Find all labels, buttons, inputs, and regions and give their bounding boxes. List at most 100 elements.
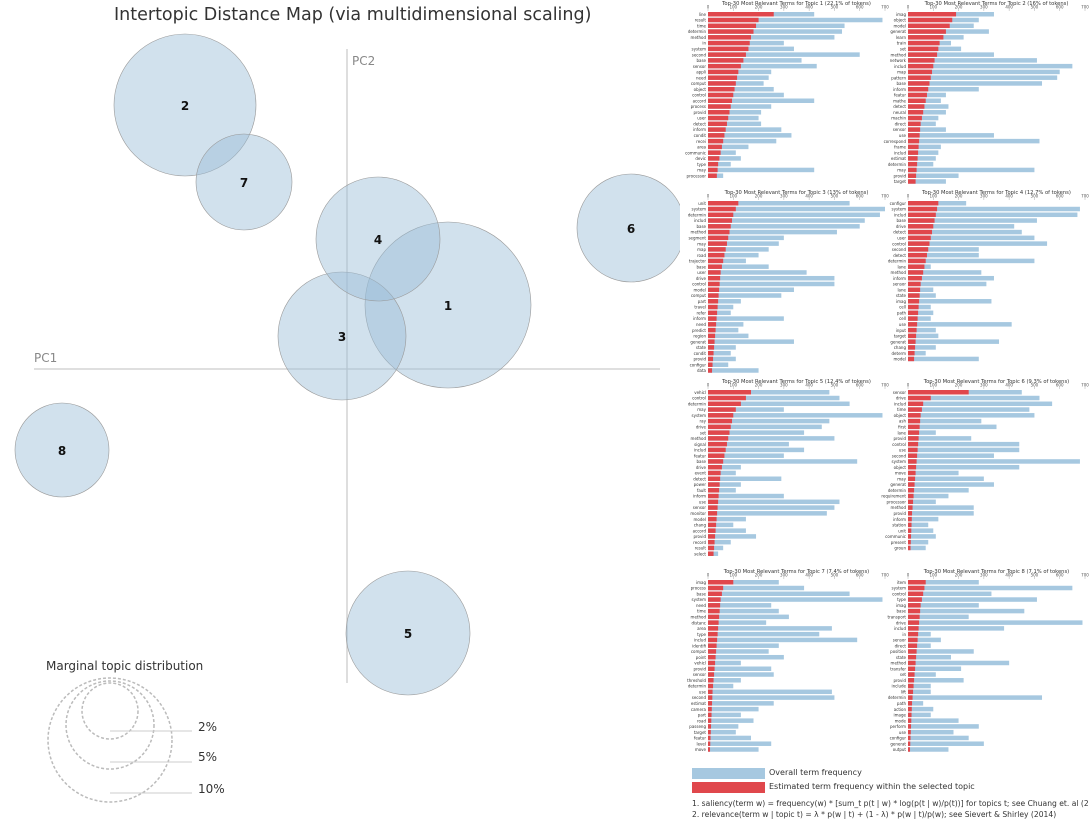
estimated-bar[interactable]: [708, 528, 716, 533]
estimated-bar[interactable]: [908, 173, 917, 178]
overall-bar[interactable]: [908, 81, 1043, 86]
estimated-bar[interactable]: [908, 322, 918, 327]
estimated-bar[interactable]: [908, 626, 919, 631]
term-label[interactable]: processor: [687, 173, 707, 178]
estimated-bar[interactable]: [908, 156, 918, 161]
estimated-bar[interactable]: [708, 235, 729, 241]
overall-bar[interactable]: [708, 218, 865, 223]
term-label[interactable]: map: [897, 70, 906, 75]
term-label[interactable]: region: [693, 334, 706, 339]
term-label[interactable]: determ: [892, 351, 907, 356]
term-label[interactable]: perform: [890, 724, 906, 729]
overall-bar[interactable]: [708, 339, 794, 344]
estimated-bar[interactable]: [708, 121, 727, 127]
term-label[interactable]: chang: [694, 523, 707, 528]
term-label[interactable]: control: [892, 591, 906, 596]
term-label[interactable]: lane: [897, 430, 906, 435]
overall-bar[interactable]: [708, 356, 736, 362]
estimated-bar[interactable]: [908, 493, 914, 499]
overall-bar[interactable]: [708, 522, 734, 528]
term-label[interactable]: transport: [888, 614, 907, 619]
estimated-bar[interactable]: [908, 695, 913, 700]
estimated-bar[interactable]: [708, 138, 724, 144]
term-label[interactable]: output: [893, 747, 907, 752]
estimated-bar[interactable]: [708, 150, 721, 155]
estimated-bar[interactable]: [708, 683, 714, 689]
term-label[interactable]: line: [699, 12, 707, 17]
estimated-bar[interactable]: [908, 212, 936, 218]
term-label[interactable]: includ: [894, 212, 906, 217]
overall-bar[interactable]: [708, 608, 779, 614]
overall-bar[interactable]: [708, 741, 772, 746]
overall-bar[interactable]: [908, 235, 1035, 241]
estimated-bar[interactable]: [708, 362, 713, 367]
term-label[interactable]: system: [692, 46, 707, 51]
term-label[interactable]: provid: [693, 357, 706, 362]
term-label[interactable]: use: [899, 448, 907, 453]
estimated-bar[interactable]: [708, 430, 730, 435]
overall-bar[interactable]: [708, 488, 736, 493]
overall-bar[interactable]: [908, 281, 987, 287]
estimated-bar[interactable]: [908, 35, 944, 40]
estimated-bar[interactable]: [908, 75, 931, 80]
estimated-bar[interactable]: [708, 293, 719, 298]
term-label[interactable]: in: [902, 632, 906, 637]
overall-bar[interactable]: [908, 631, 931, 637]
estimated-bar[interactable]: [908, 356, 915, 362]
term-label[interactable]: state: [896, 655, 907, 660]
term-label[interactable]: move: [695, 747, 707, 752]
term-label[interactable]: detect: [893, 253, 906, 258]
estimated-bar[interactable]: [908, 747, 911, 752]
estimated-bar[interactable]: [908, 390, 969, 395]
term-label[interactable]: object: [694, 87, 707, 92]
estimated-bar[interactable]: [708, 92, 734, 98]
term-label[interactable]: point: [696, 655, 707, 660]
overall-bar[interactable]: [908, 724, 979, 729]
estimated-bar[interactable]: [708, 608, 720, 614]
term-label[interactable]: includ: [894, 64, 906, 69]
term-label[interactable]: learn: [896, 35, 907, 40]
estimated-bar[interactable]: [908, 689, 914, 695]
estimated-bar[interactable]: [708, 729, 711, 735]
overall-bar[interactable]: [908, 516, 939, 522]
estimated-bar[interactable]: [708, 23, 757, 29]
term-label[interactable]: sensor: [893, 127, 907, 132]
term-label[interactable]: provid: [893, 173, 906, 178]
estimated-bar[interactable]: [908, 395, 931, 401]
overall-bar[interactable]: [708, 247, 769, 252]
term-label[interactable]: base: [696, 224, 706, 229]
term-label[interactable]: control: [692, 396, 706, 401]
estimated-bar[interactable]: [908, 63, 934, 69]
term-label[interactable]: may: [697, 241, 706, 246]
term-label[interactable]: inform: [693, 127, 706, 132]
estimated-bar[interactable]: [708, 488, 720, 493]
overall-bar[interactable]: [708, 401, 850, 407]
estimated-bar[interactable]: [708, 418, 733, 424]
term-label[interactable]: model: [894, 23, 906, 28]
overall-bar[interactable]: [908, 597, 1037, 602]
term-label[interactable]: target: [894, 334, 907, 339]
overall-bar[interactable]: [708, 395, 840, 401]
estimated-bar[interactable]: [908, 413, 921, 418]
overall-bar[interactable]: [908, 316, 931, 321]
term-label[interactable]: station: [892, 523, 906, 528]
term-label[interactable]: lane: [897, 264, 906, 269]
estimated-bar[interactable]: [908, 580, 926, 585]
estimated-bar[interactable]: [908, 724, 912, 729]
estimated-bar[interactable]: [908, 511, 913, 516]
overall-bar[interactable]: [708, 52, 860, 57]
estimated-bar[interactable]: [908, 441, 919, 447]
term-label[interactable]: mode: [895, 718, 907, 723]
term-label[interactable]: includ: [694, 448, 706, 453]
estimated-bar[interactable]: [908, 161, 918, 167]
estimated-bar[interactable]: [708, 75, 738, 80]
term-label[interactable]: includ: [894, 150, 906, 155]
overall-bar[interactable]: [708, 672, 774, 677]
term-label[interactable]: action: [894, 707, 907, 712]
term-label[interactable]: process: [691, 586, 706, 591]
term-label[interactable]: base: [896, 609, 906, 614]
estimated-bar[interactable]: [708, 104, 731, 109]
estimated-bar[interactable]: [908, 144, 919, 150]
overall-bar[interactable]: [708, 293, 782, 298]
estimated-bar[interactable]: [708, 224, 731, 229]
